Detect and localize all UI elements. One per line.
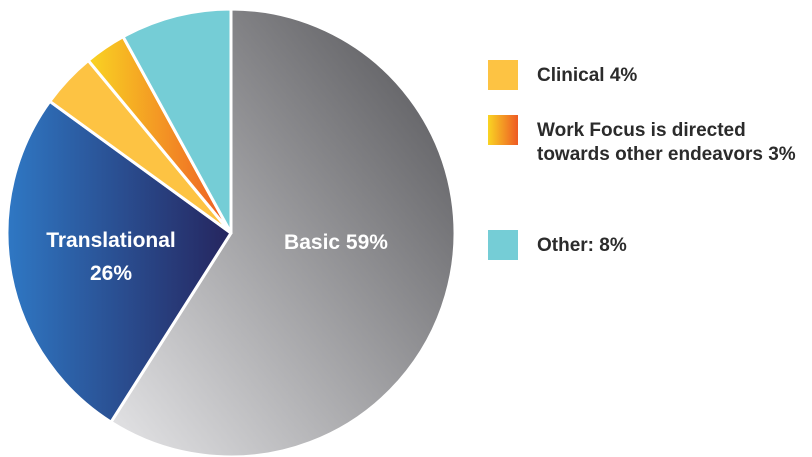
legend-label-other: Other: 8% [537, 235, 627, 256]
pie-chart: Basic 59% Translational 26% [5, 7, 457, 457]
slice-label-translational-line-2: 26% [90, 262, 132, 285]
legend-swatch-other [488, 230, 518, 260]
legend-swatch-work-focus [488, 115, 518, 145]
legend-label-clinical: Clinical 4% [537, 65, 638, 86]
slice-label-basic: Basic 59% [284, 231, 388, 254]
legend-label-work-focus: Work Focus is directed towards other end… [537, 120, 796, 165]
legend-swatch-clinical [488, 60, 518, 90]
slice-label-translational-line-1: Translational [46, 229, 176, 252]
pie-slice-other [121, 7, 233, 235]
slice-label-translational: Translational 26% [46, 229, 176, 285]
pie-slice-translational [5, 99, 233, 424]
